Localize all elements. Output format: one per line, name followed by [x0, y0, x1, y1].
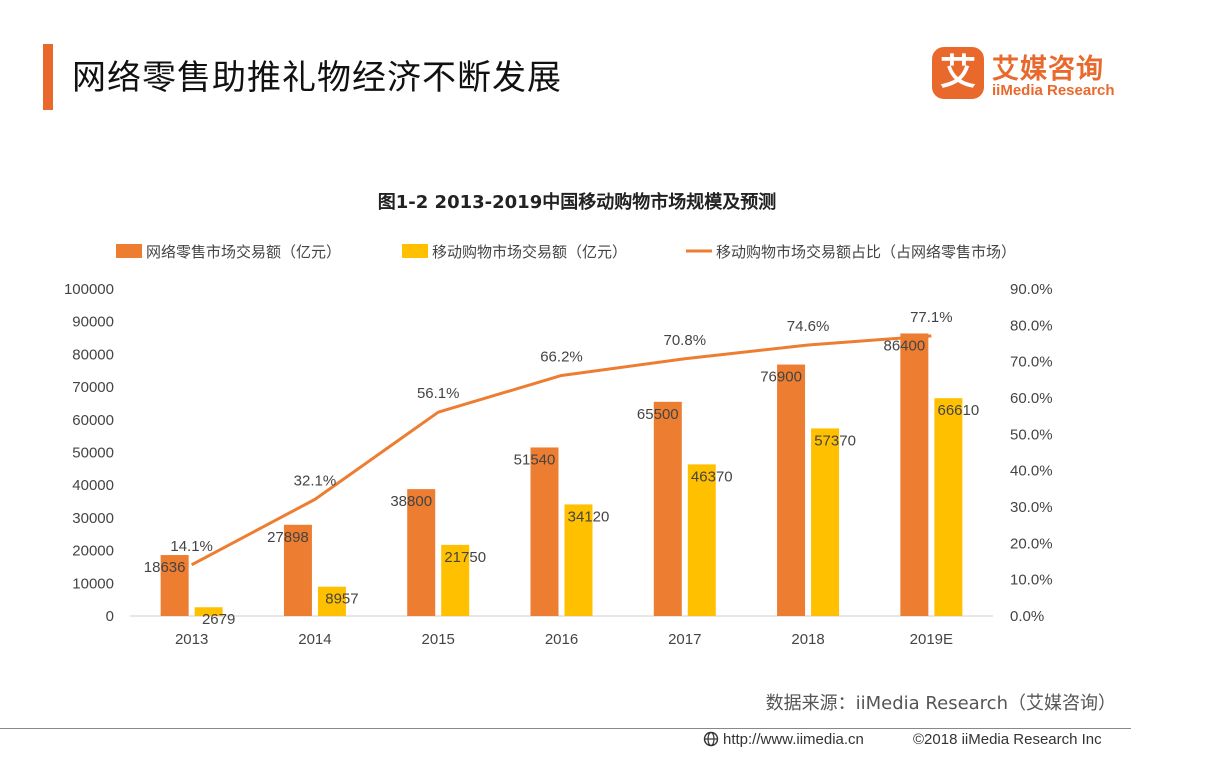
y-left-tick-label: 20000: [72, 543, 114, 560]
bar-1: [283, 524, 312, 616]
line-value-label: 77.1%: [910, 309, 953, 326]
y-right-tick-label: 90.0%: [1010, 281, 1053, 298]
chart-title: 图1-2 2013-2019中国移动购物市场规模及预测: [378, 191, 776, 213]
footer-url[interactable]: http://www.iimedia.cn: [703, 731, 864, 748]
y-right-tick-label: 10.0%: [1010, 572, 1053, 589]
line-value-label: 14.1%: [170, 538, 213, 555]
line-value-label: 70.8%: [664, 332, 707, 349]
y-right-tick-label: 30.0%: [1010, 499, 1053, 516]
y-left-tick-label: 60000: [72, 412, 114, 429]
y-left-tick-label: 100000: [64, 281, 114, 298]
y-left-tick-label: 0: [106, 608, 114, 625]
bar-value-label-1: 18636: [144, 559, 186, 576]
y-left-tick-label: 30000: [72, 510, 114, 527]
legend-swatch-1: [116, 244, 142, 258]
bar-2: [811, 428, 840, 616]
bar-value-label-2: 46370: [691, 468, 733, 485]
bar-value-label-2: 34120: [568, 508, 610, 525]
bar-2: [194, 607, 223, 616]
bar-1: [777, 364, 806, 616]
bar-value-label-2: 66610: [937, 402, 979, 419]
line-value-label: 74.6%: [787, 318, 830, 335]
bar-value-label-2: 8957: [325, 591, 358, 608]
globe-icon: [703, 731, 719, 747]
x-tick-label: 2014: [298, 631, 331, 648]
bar-2: [687, 464, 716, 616]
bar-value-label-1: 76900: [760, 369, 802, 386]
y-left-tick-label: 80000: [72, 346, 114, 363]
bar-value-label-1: 27898: [267, 529, 309, 546]
y-left-tick-label: 50000: [72, 445, 114, 462]
bar-1: [653, 401, 682, 616]
bar-1: [900, 333, 929, 616]
y-right-tick-label: 70.0%: [1010, 354, 1053, 371]
line-value-label: 66.2%: [540, 348, 583, 365]
y-left-tick-label: 70000: [72, 379, 114, 396]
line-value-label: 32.1%: [294, 472, 337, 489]
bar-value-label-1: 86400: [883, 337, 925, 354]
bar-value-label-2: 2679: [202, 611, 235, 628]
y-left-tick-label: 40000: [72, 477, 114, 494]
footer-url-text: http://www.iimedia.cn: [723, 731, 864, 748]
share-line: [190, 334, 932, 567]
x-tick-label: 2013: [175, 631, 208, 648]
bar-2: [317, 586, 346, 616]
y-right-tick-label: 20.0%: [1010, 535, 1053, 552]
title-accent-bar: [43, 44, 53, 110]
bar-2: [934, 398, 963, 616]
bar-value-label-2: 21750: [444, 549, 486, 566]
data-source: 数据来源：iiMedia Research（艾媒咨询）: [765, 693, 1116, 714]
page-title: 网络零售助推礼物经济不断发展: [72, 58, 562, 98]
legend-swatch-2: [402, 244, 428, 258]
footer-copyright: ©2018 iiMedia Research Inc: [913, 731, 1102, 748]
y-right-tick-label: 50.0%: [1010, 426, 1053, 443]
bar-value-label-1: 38800: [390, 493, 432, 510]
market-size-chart: 图1-2 2013-2019中国移动购物市场规模及预测网络零售市场交易额（亿元）…: [64, 191, 1053, 648]
y-right-tick-label: 40.0%: [1010, 463, 1053, 480]
logo-name-en: iiMedia Research: [992, 82, 1115, 99]
bar-2: [441, 544, 470, 616]
y-right-tick-label: 80.0%: [1010, 317, 1053, 334]
legend-label-3: 移动购物市场交易额占比（占网络零售市场）: [716, 243, 1016, 261]
bar-value-label-2: 57370: [814, 432, 856, 449]
y-left-tick-label: 90000: [72, 314, 114, 331]
footer-divider: [0, 728, 1131, 729]
bar-1: [407, 489, 436, 616]
x-tick-label: 2015: [422, 631, 455, 648]
logo-mark: 艾: [932, 47, 984, 99]
bar-2: [564, 504, 593, 616]
x-tick-label: 2019E: [910, 631, 953, 648]
x-tick-label: 2017: [668, 631, 701, 648]
bar-value-label-1: 65500: [637, 406, 679, 423]
legend-label-2: 移动购物市场交易额（亿元）: [432, 243, 627, 261]
bar-value-label-1: 51540: [514, 451, 556, 468]
x-tick-label: 2018: [791, 631, 824, 648]
logo-name-cn: 艾媒咨询: [992, 54, 1104, 85]
bar-1: [160, 555, 189, 616]
logo: 艾 艾媒咨询 iiMedia Research: [932, 47, 1122, 103]
legend-label-1: 网络零售市场交易额（亿元）: [146, 243, 341, 261]
line-value-label: 56.1%: [417, 385, 460, 402]
y-right-tick-label: 0.0%: [1010, 608, 1044, 625]
y-left-tick-label: 10000: [72, 575, 114, 592]
bar-1: [530, 447, 559, 616]
x-tick-label: 2016: [545, 631, 578, 648]
y-right-tick-label: 60.0%: [1010, 390, 1053, 407]
